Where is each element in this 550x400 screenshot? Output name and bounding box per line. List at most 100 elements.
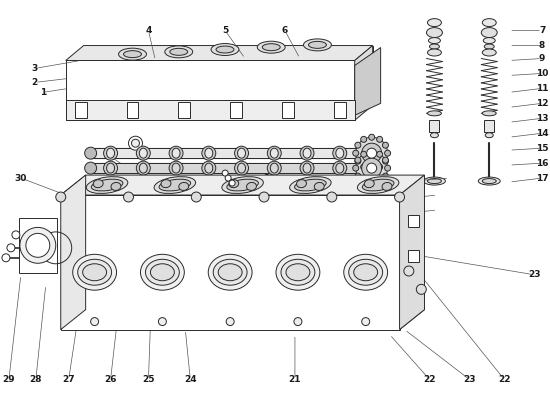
Ellipse shape xyxy=(427,111,442,116)
Text: 22: 22 xyxy=(498,375,510,384)
Ellipse shape xyxy=(424,177,446,185)
Text: eurospares: eurospares xyxy=(167,145,252,160)
Ellipse shape xyxy=(213,259,247,285)
Circle shape xyxy=(382,158,388,164)
Ellipse shape xyxy=(139,148,147,158)
Ellipse shape xyxy=(358,177,399,194)
Ellipse shape xyxy=(107,148,114,158)
Circle shape xyxy=(356,137,388,169)
Ellipse shape xyxy=(281,259,315,285)
Bar xyxy=(75,102,87,118)
Ellipse shape xyxy=(364,180,374,188)
Polygon shape xyxy=(66,60,355,120)
Text: 28: 28 xyxy=(30,375,42,384)
Ellipse shape xyxy=(314,182,324,190)
Circle shape xyxy=(416,284,426,294)
Circle shape xyxy=(85,162,97,174)
Circle shape xyxy=(362,143,382,163)
Ellipse shape xyxy=(218,264,242,281)
Circle shape xyxy=(382,142,388,148)
Ellipse shape xyxy=(276,254,320,290)
Ellipse shape xyxy=(205,163,213,173)
Bar xyxy=(430,120,439,132)
Text: 33: 33 xyxy=(284,198,296,206)
Ellipse shape xyxy=(382,182,392,190)
Polygon shape xyxy=(60,195,399,330)
Ellipse shape xyxy=(107,163,114,173)
Ellipse shape xyxy=(478,177,500,185)
Circle shape xyxy=(384,150,390,156)
Circle shape xyxy=(355,173,361,179)
Circle shape xyxy=(225,175,231,181)
Text: 23: 23 xyxy=(528,270,540,279)
Bar xyxy=(126,102,139,118)
Ellipse shape xyxy=(427,49,442,56)
Ellipse shape xyxy=(227,179,258,191)
Ellipse shape xyxy=(257,41,285,53)
Ellipse shape xyxy=(91,179,123,191)
Ellipse shape xyxy=(159,179,191,191)
Circle shape xyxy=(361,179,367,185)
Ellipse shape xyxy=(172,163,180,173)
Ellipse shape xyxy=(238,148,245,158)
Ellipse shape xyxy=(86,177,128,194)
Circle shape xyxy=(368,181,375,187)
Polygon shape xyxy=(355,48,381,115)
Polygon shape xyxy=(84,46,373,105)
Text: 2: 2 xyxy=(32,78,38,87)
Text: 8: 8 xyxy=(539,41,545,50)
Circle shape xyxy=(367,148,377,158)
Polygon shape xyxy=(66,46,373,60)
Ellipse shape xyxy=(270,148,278,158)
Ellipse shape xyxy=(73,254,117,290)
Text: eurospares: eurospares xyxy=(167,264,252,279)
Polygon shape xyxy=(91,163,360,173)
Text: 26: 26 xyxy=(104,375,117,384)
Ellipse shape xyxy=(238,163,245,173)
Text: 32: 32 xyxy=(274,186,286,194)
Bar xyxy=(408,215,420,227)
Ellipse shape xyxy=(482,49,496,56)
Ellipse shape xyxy=(94,180,103,188)
Ellipse shape xyxy=(78,259,112,285)
Circle shape xyxy=(2,254,10,262)
Ellipse shape xyxy=(202,146,216,160)
Ellipse shape xyxy=(336,163,344,173)
Ellipse shape xyxy=(161,180,171,188)
Text: 14: 14 xyxy=(536,129,548,138)
Text: 22: 22 xyxy=(423,375,436,384)
Ellipse shape xyxy=(304,39,332,51)
Circle shape xyxy=(377,179,383,185)
Ellipse shape xyxy=(205,148,213,158)
Ellipse shape xyxy=(229,180,239,188)
Polygon shape xyxy=(60,175,425,195)
Ellipse shape xyxy=(427,19,442,27)
Circle shape xyxy=(367,163,377,173)
Ellipse shape xyxy=(344,254,388,290)
Circle shape xyxy=(20,228,56,263)
Circle shape xyxy=(327,192,337,202)
Circle shape xyxy=(353,150,359,156)
Text: 3: 3 xyxy=(32,64,38,73)
Text: 23: 23 xyxy=(463,375,476,384)
Text: 1: 1 xyxy=(40,88,46,97)
Circle shape xyxy=(361,136,367,142)
Ellipse shape xyxy=(426,28,442,38)
Ellipse shape xyxy=(484,44,494,49)
Ellipse shape xyxy=(262,44,280,51)
Ellipse shape xyxy=(482,178,496,184)
Text: 12: 12 xyxy=(536,99,548,108)
Circle shape xyxy=(355,157,361,163)
Ellipse shape xyxy=(222,177,263,194)
Ellipse shape xyxy=(286,264,310,281)
Polygon shape xyxy=(91,148,360,158)
Ellipse shape xyxy=(303,148,311,158)
Text: 16: 16 xyxy=(536,159,548,168)
Text: 7: 7 xyxy=(539,26,545,35)
Bar xyxy=(408,250,420,262)
Circle shape xyxy=(404,266,414,276)
Ellipse shape xyxy=(140,254,184,290)
Circle shape xyxy=(382,157,388,163)
Circle shape xyxy=(191,192,201,202)
Ellipse shape xyxy=(234,161,249,175)
